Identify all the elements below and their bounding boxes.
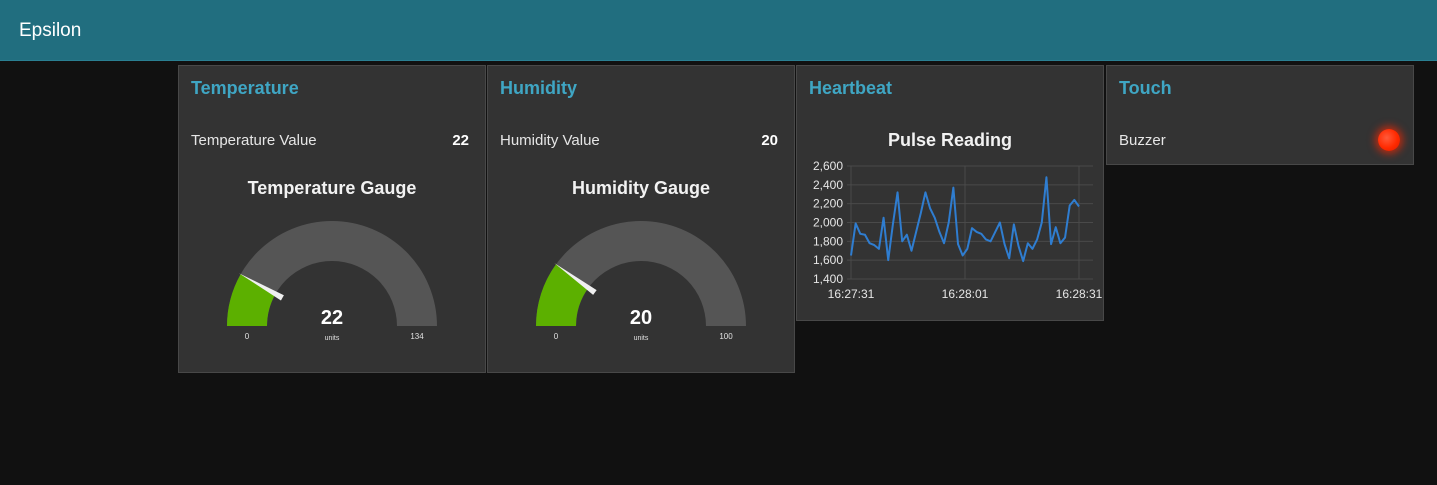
- gauge-units: units: [634, 335, 649, 342]
- temperature-card: Temperature Temperature Value 22 Tempera…: [178, 65, 486, 373]
- gauge-value: 22: [321, 307, 343, 329]
- heartbeat-card: Heartbeat Pulse Reading 1,400 1,600 1,800 2…: [796, 65, 1104, 321]
- buzzer-led-indicator: [1378, 129, 1400, 151]
- y-tick-label: 1,800: [813, 234, 843, 248]
- pulse-chart-title: Pulse Reading: [887, 130, 1013, 150]
- x-tick-label: 16:27:31: [828, 287, 875, 301]
- temperature-value: 22: [452, 132, 469, 149]
- temperature-gauge-title: Temperature Gauge: [247, 178, 417, 198]
- pulse-chart: 1,400 1,600 1,800 2,000 2,200 2,400 2,600 16:27…: [813, 159, 1103, 301]
- temperature-value-label: Temperature Value: [191, 132, 317, 149]
- humidity-card: Humidity Humidity Value 20 Humidity Gaug…: [487, 65, 795, 373]
- y-tick-label: 2,600: [813, 159, 843, 173]
- gauge-needle: [554, 263, 597, 295]
- x-tick-label: 16:28:31: [1056, 287, 1103, 301]
- touch-card: Touch Buzzer: [1106, 65, 1414, 165]
- buzzer-label: Buzzer: [1119, 132, 1166, 149]
- x-tick-label: 16:28:01: [942, 287, 989, 301]
- temperature-card-title: Temperature: [191, 78, 299, 98]
- humidity-gauge-title: Humidity Gauge: [571, 178, 710, 198]
- y-tick-label: 2,400: [813, 178, 843, 192]
- humidity-card-title: Humidity: [500, 78, 578, 98]
- gauge-units: units: [325, 335, 340, 342]
- heartbeat-card-title: Heartbeat: [809, 78, 893, 98]
- gauge-max-label: 100: [719, 332, 733, 341]
- y-tick-label: 2,200: [813, 197, 843, 211]
- humidity-gauge: 20 units 0 100: [536, 221, 746, 342]
- gauge-track: [227, 221, 437, 326]
- y-tick-label: 2,000: [813, 216, 843, 230]
- gauge-min-label: 0: [554, 332, 559, 341]
- y-tick-label: 1,600: [813, 253, 843, 267]
- humidity-value: 20: [761, 132, 778, 149]
- gauge-max-label: 134: [410, 332, 424, 341]
- y-tick-label: 1,400: [813, 272, 843, 286]
- top-bar: Epsilon: [0, 0, 1437, 61]
- app-title: Epsilon: [19, 20, 82, 41]
- touch-card-title: Touch: [1119, 78, 1172, 98]
- pulse-series-line: [850, 176, 1080, 263]
- temperature-gauge: 22 units 0 134: [227, 221, 437, 342]
- gauge-min-label: 0: [245, 332, 250, 341]
- gauge-needle: [238, 273, 284, 301]
- gauge-value: 20: [630, 307, 652, 329]
- humidity-value-label: Humidity Value: [500, 132, 600, 149]
- gauge-track: [536, 221, 746, 326]
